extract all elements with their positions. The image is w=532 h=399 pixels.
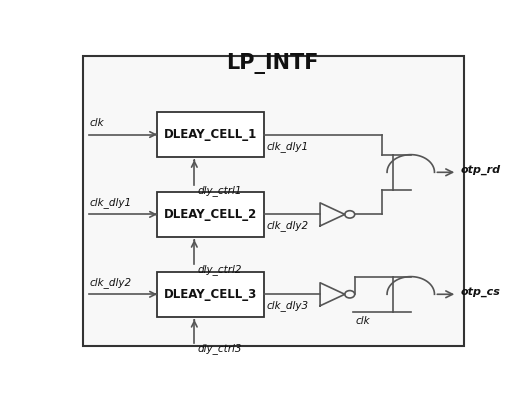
Text: DLEAY_CELL_2: DLEAY_CELL_2 — [164, 208, 257, 221]
Text: clk_dly3: clk_dly3 — [267, 300, 309, 311]
Text: clk_dly2: clk_dly2 — [267, 221, 309, 231]
Bar — [157, 272, 264, 317]
Text: LP_INTF: LP_INTF — [227, 53, 319, 74]
Text: DLEAY_CELL_1: DLEAY_CELL_1 — [164, 128, 257, 141]
Text: otp_cs: otp_cs — [461, 287, 500, 297]
Text: dly_ctrl3: dly_ctrl3 — [197, 344, 242, 354]
Text: clk_dly1: clk_dly1 — [267, 141, 309, 152]
Text: DLEAY_CELL_3: DLEAY_CELL_3 — [164, 288, 257, 301]
Text: clk_dly1: clk_dly1 — [90, 198, 132, 208]
Text: dly_ctrl1: dly_ctrl1 — [197, 185, 242, 196]
Text: dly_ctrl2: dly_ctrl2 — [197, 265, 242, 275]
Text: clk: clk — [90, 119, 105, 128]
Text: clk_dly2: clk_dly2 — [90, 277, 132, 288]
Text: clk: clk — [355, 316, 370, 326]
Bar — [157, 113, 264, 157]
Text: otp_rd: otp_rd — [461, 165, 501, 175]
Bar — [157, 192, 264, 237]
